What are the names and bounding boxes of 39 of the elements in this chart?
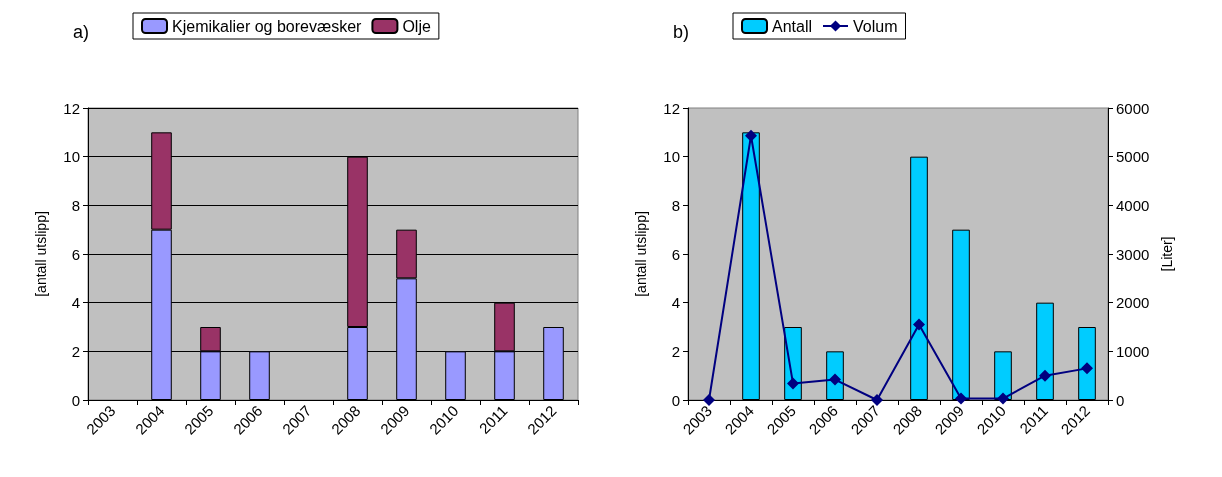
y-tick-label: 6 xyxy=(671,245,680,263)
legend-label: Antall xyxy=(772,17,813,35)
point xyxy=(1039,369,1051,382)
y2-tick-label: 1000 xyxy=(1116,342,1150,360)
y-tick-label: 12 xyxy=(663,99,680,117)
point xyxy=(787,377,799,390)
y-axis-title: [antall utslipp] xyxy=(33,211,49,297)
point xyxy=(1081,362,1093,375)
y-tick-label: 6 xyxy=(71,245,80,263)
y2-tick-label: 4000 xyxy=(1116,196,1150,214)
y-tick-label: 10 xyxy=(63,148,80,166)
point xyxy=(703,394,715,406)
point xyxy=(913,318,925,331)
point xyxy=(997,392,1009,405)
y-tick-label: 10 xyxy=(663,148,680,166)
y2-tick-label: 5000 xyxy=(1116,148,1150,166)
y-tick-label: 4 xyxy=(671,294,680,312)
y-tick-label: 2 xyxy=(71,342,80,360)
legend-label: Volum xyxy=(853,17,898,35)
point xyxy=(745,129,757,142)
point xyxy=(955,392,967,405)
legend-label: Olje xyxy=(402,17,431,35)
point xyxy=(871,394,883,406)
y-tick-label: 8 xyxy=(671,196,680,214)
y-axis-title: [antall utslipp] xyxy=(633,211,649,297)
y-tick-label: 12 xyxy=(63,99,80,117)
y-tick-label: 0 xyxy=(671,391,680,409)
y-tick-label: 8 xyxy=(71,196,80,214)
y2-tick-label: 6000 xyxy=(1116,99,1150,117)
y2-tick-label: 3000 xyxy=(1116,245,1150,263)
chart-title: a) xyxy=(73,22,90,42)
y2-axis-title: [Liter] xyxy=(1159,236,1176,272)
y2-tick-label: 0 xyxy=(1116,391,1125,409)
legend-label: Kjemikalier og borevæsker xyxy=(172,17,363,35)
y2-tick-label: 2000 xyxy=(1116,294,1150,312)
y-tick-label: 0 xyxy=(71,391,80,409)
chart-title: b) xyxy=(673,22,690,42)
y-tick-label: 4 xyxy=(71,294,80,312)
y-tick-label: 2 xyxy=(671,342,680,360)
